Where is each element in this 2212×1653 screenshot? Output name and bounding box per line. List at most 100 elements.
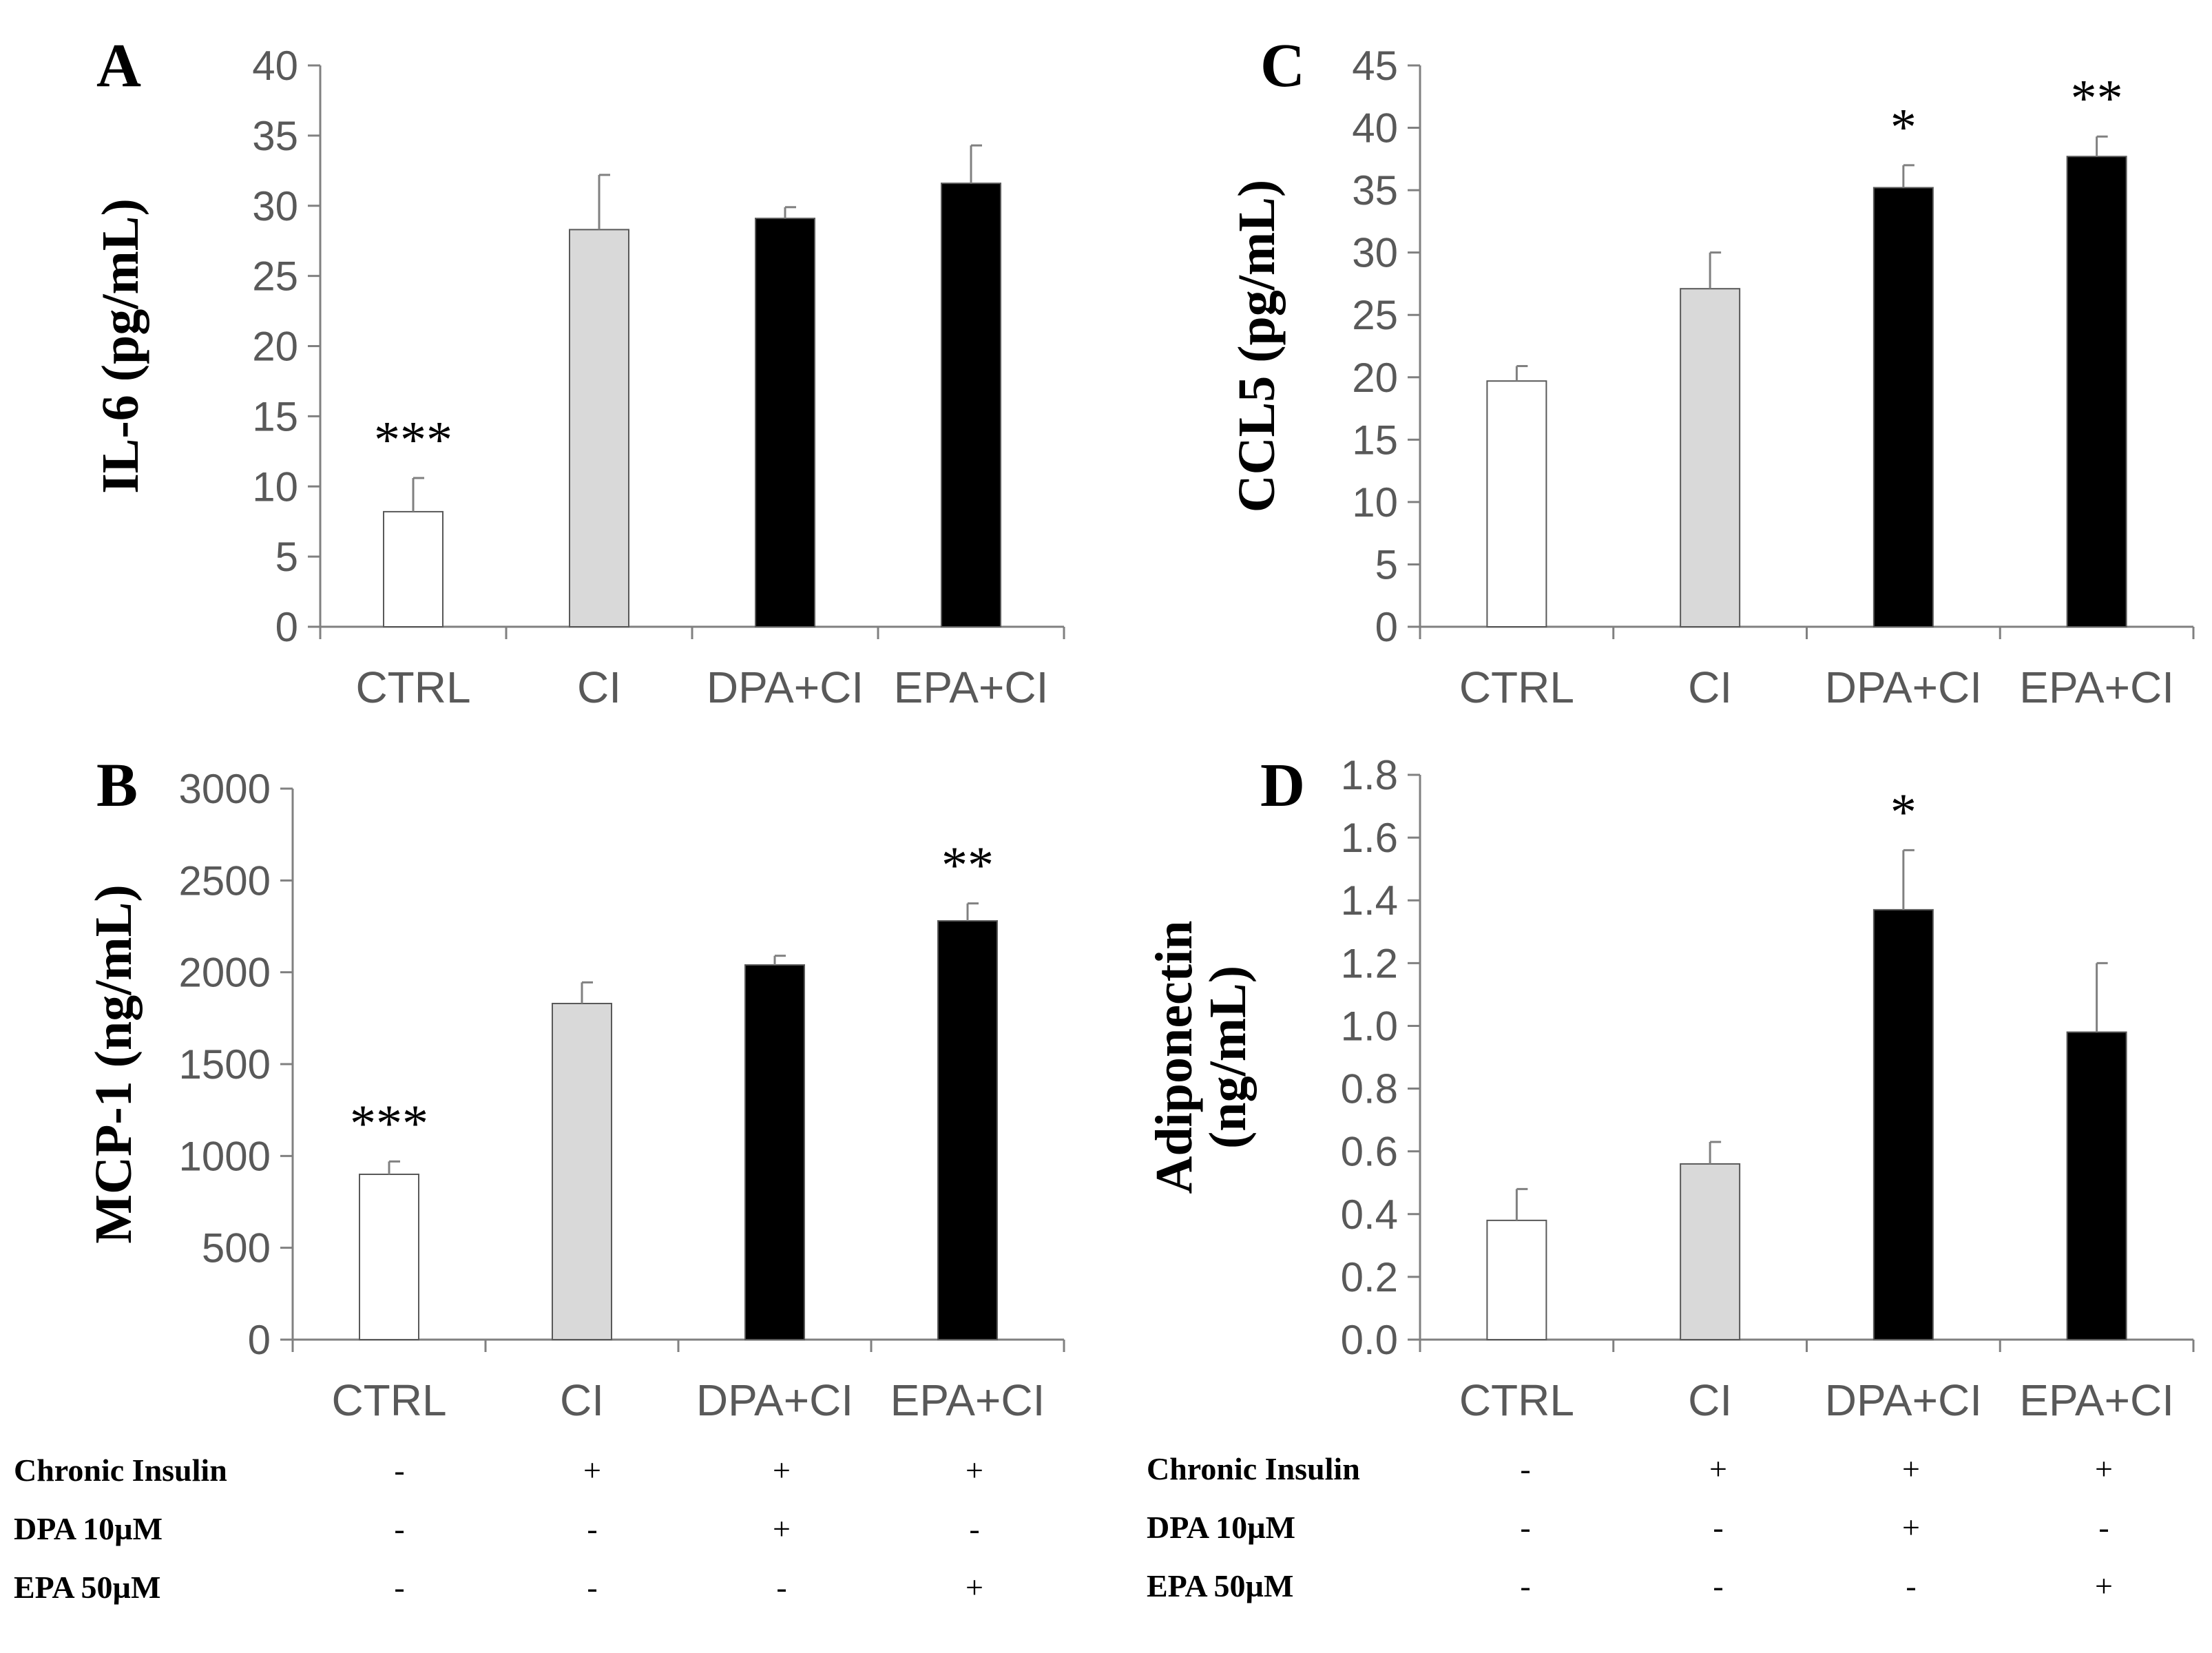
x-category-label: EPA+CI	[890, 1375, 1045, 1425]
y-tick-label: 30	[1352, 230, 1398, 276]
treatment-label: EPA 50µM	[1147, 1568, 1293, 1603]
y-tick-label: 0.4	[1341, 1192, 1398, 1238]
x-category-label: CTRL	[1459, 663, 1574, 712]
y-tick-label: 15	[252, 393, 298, 439]
bar-ci	[1680, 1163, 1741, 1341]
y-tick-label: 0	[275, 604, 298, 650]
bar-dpa-ci	[755, 218, 815, 627]
treatment-mark: +	[773, 1511, 791, 1546]
significance-marker: *	[1890, 98, 1917, 156]
y-axis-title: MCP-1 (ng/mL)	[85, 884, 143, 1243]
y-tick-label: 0.2	[1341, 1254, 1398, 1300]
treatment-mark: -	[394, 1453, 404, 1488]
x-category-label: CI	[577, 663, 621, 712]
treatment-mark: -	[1906, 1568, 1916, 1603]
y-tick-label: 10	[1352, 479, 1398, 526]
treatment-label: Chronic Insulin	[1147, 1451, 1360, 1486]
bar-dpa-ci	[1872, 908, 1934, 1340]
y-tick-label: 5	[1375, 541, 1398, 588]
bar-dpa-ci	[1872, 187, 1934, 627]
y-tick-label: 1500	[179, 1041, 271, 1088]
x-category-label: DPA+CI	[707, 663, 864, 712]
bar-ctrl	[1486, 380, 1547, 627]
x-category-label: CTRL	[355, 663, 470, 712]
treatment-mark: -	[394, 1570, 404, 1605]
treatment-label: EPA 50µM	[14, 1570, 160, 1605]
panel-b: B 0 500 1000 1500 2000 2500 3000 CTRL *** CI DPA+CI…	[85, 751, 1065, 1425]
y-tick-label: 0	[1375, 604, 1398, 650]
x-category-label: CI	[1688, 663, 1732, 712]
y-tick-label: 1000	[179, 1133, 271, 1179]
y-tick-label: 2500	[179, 857, 271, 904]
treatment-label: DPA 10µM	[14, 1511, 163, 1546]
significance-marker: **	[941, 837, 994, 895]
y-tick-label: 40	[1352, 105, 1398, 152]
y-tick-label: 5	[275, 534, 298, 580]
y-tick-label: 3000	[179, 766, 271, 812]
treatment-mark: -	[394, 1511, 404, 1546]
treatment-mark: +	[966, 1570, 983, 1605]
panel-d: D 0.0 0.2 0.4 0.6 0.8 1.0 1.2 1.4 1.6 1.8 CTRL CI DPA…	[1145, 751, 2195, 1425]
bar-ctrl	[383, 510, 444, 627]
bar-ctrl	[359, 1174, 419, 1340]
y-tick-label: 25	[1352, 292, 1398, 338]
x-category-label: DPA+CI	[696, 1375, 853, 1425]
x-category-label: CTRL	[1459, 1375, 1574, 1425]
treatment-mark: -	[587, 1570, 597, 1605]
bar-epa-ci	[937, 920, 998, 1340]
y-tick-label: 45	[1352, 43, 1398, 89]
treatment-mark: -	[1713, 1510, 1723, 1545]
y-tick-label: 40	[252, 43, 298, 89]
y-axis-title-line: (ng/mL)	[1199, 966, 1257, 1149]
x-category-label: EPA+CI	[894, 663, 1049, 712]
y-tick-label: 15	[1352, 417, 1398, 463]
bar-epa-ci	[941, 183, 1001, 627]
x-category-label: CI	[560, 1375, 604, 1425]
y-tick-label: 1.8	[1341, 752, 1398, 798]
treatment-mark: -	[2098, 1510, 2109, 1545]
y-tick-label: 0.6	[1341, 1129, 1398, 1175]
y-tick-label: 35	[1352, 167, 1398, 214]
x-category-label: EPA+CI	[2019, 663, 2174, 712]
panel-letter: B	[96, 751, 138, 820]
treatment-mark: -	[1713, 1568, 1723, 1603]
y-tick-label: 35	[252, 113, 298, 159]
x-category-label: DPA+CI	[1825, 663, 1982, 712]
y-axis-title: IL-6 (pg/mL)	[92, 198, 149, 494]
x-category-label: CTRL	[331, 1375, 446, 1425]
treatment-mark: +	[1709, 1451, 1727, 1486]
y-tick-label: 10	[252, 464, 298, 510]
panel-letter: D	[1260, 751, 1305, 820]
y-tick-label: 20	[1352, 355, 1398, 401]
bar-ci	[569, 229, 629, 627]
significance-marker: ***	[374, 411, 452, 469]
bar-ci	[1680, 288, 1741, 627]
y-tick-label: 0	[248, 1317, 271, 1363]
treatment-mark: +	[1902, 1451, 1920, 1486]
bar-epa-ci	[2066, 156, 2127, 627]
y-tick-label: 2000	[179, 950, 271, 996]
treatment-mark: -	[1520, 1568, 1530, 1603]
y-tick-label: 30	[252, 183, 298, 229]
treatment-table-left: Chronic Insulin - + + + DPA 10µM - - + - EPA 50µM -…	[14, 1453, 983, 1605]
treatment-mark: -	[1520, 1451, 1530, 1486]
panel-a: A 0 5 10 15 20 25 30 35 40 CTRL *** CI DPA+CI EPA+CI IL…	[92, 32, 1065, 712]
treatment-mark: -	[776, 1570, 786, 1605]
treatment-mark: +	[966, 1453, 983, 1488]
y-tick-label: 1.0	[1341, 1003, 1398, 1049]
treatment-mark: +	[583, 1453, 601, 1488]
y-tick-label: 1.2	[1341, 940, 1398, 986]
y-axis-title-line: Adiponectin	[1145, 921, 1203, 1194]
panel-letter: C	[1260, 32, 1305, 100]
treatment-mark: +	[1902, 1510, 1920, 1545]
x-category-label: EPA+CI	[2019, 1375, 2174, 1425]
bar-ci	[552, 1003, 612, 1340]
y-tick-label: 0.0	[1341, 1317, 1398, 1363]
treatment-mark: +	[2095, 1568, 2113, 1603]
y-tick-label: 25	[252, 253, 298, 300]
y-tick-label: 1.4	[1341, 877, 1398, 924]
y-tick-label: 500	[202, 1225, 271, 1271]
treatment-mark: -	[587, 1511, 597, 1546]
treatment-mark: +	[2095, 1451, 2113, 1486]
